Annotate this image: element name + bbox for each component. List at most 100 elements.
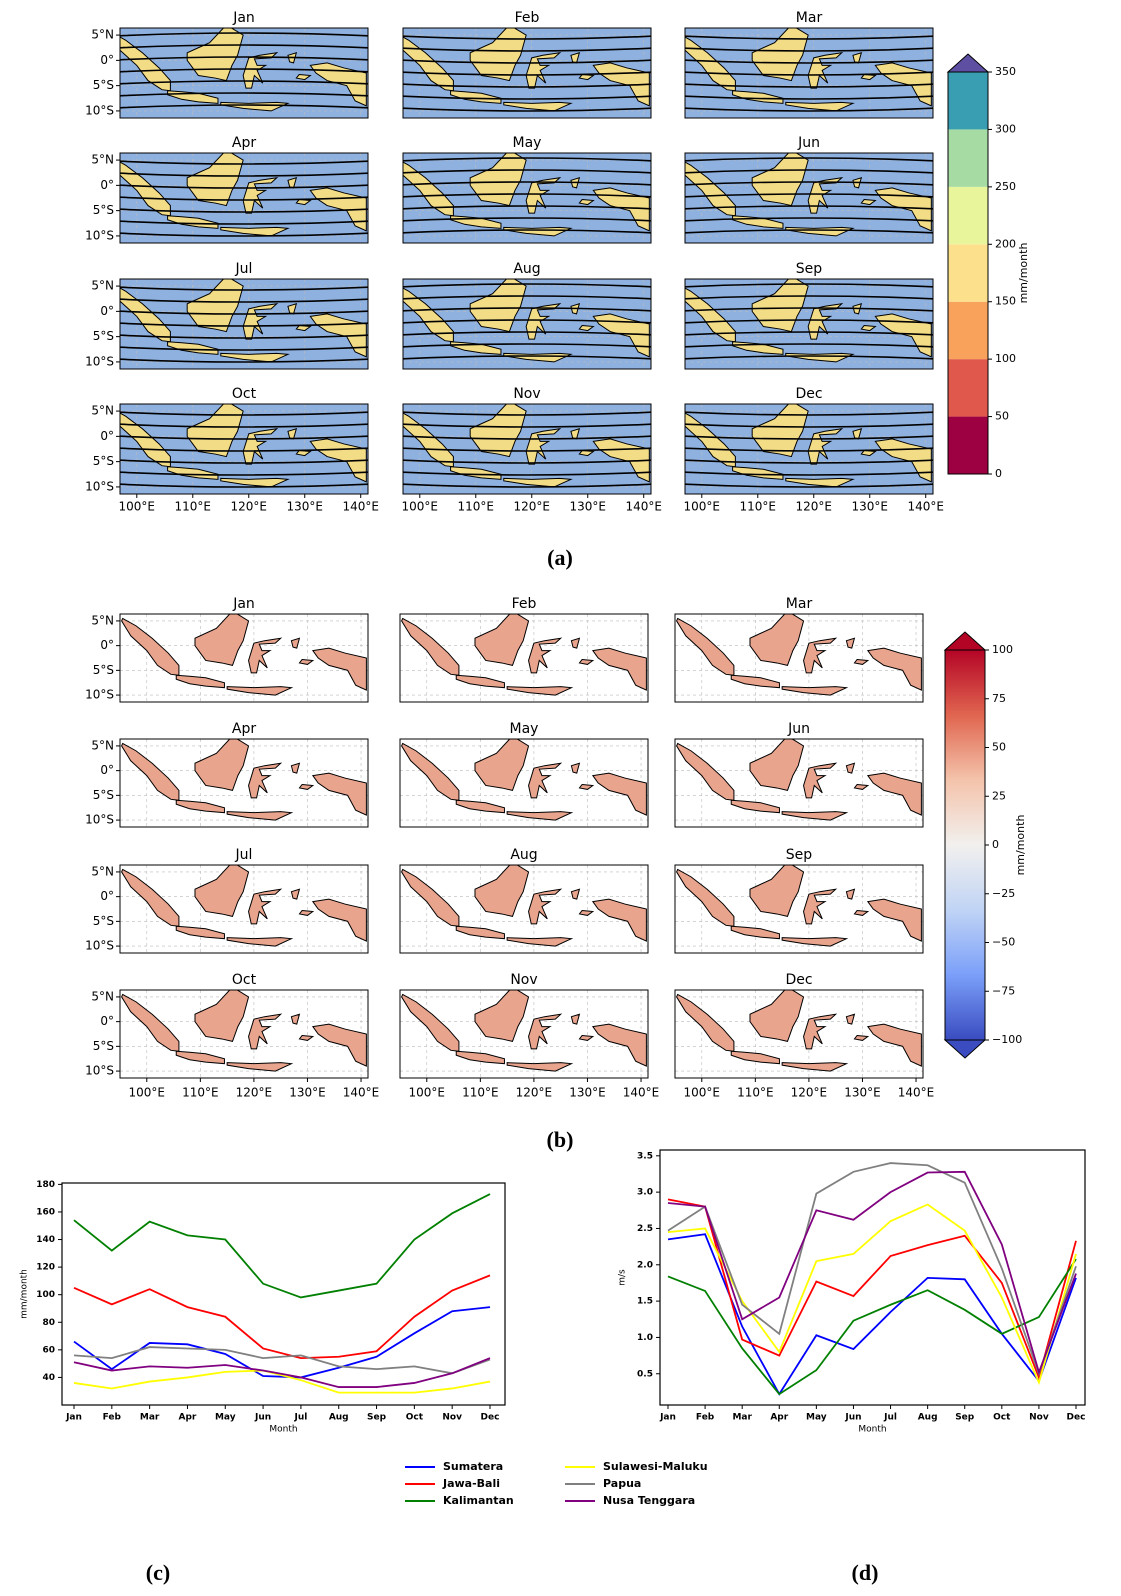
caption: (c) (146, 1560, 170, 1585)
streamline (685, 447, 933, 452)
map-frame (119, 403, 369, 495)
lat-label: 10°S (85, 228, 114, 242)
land (570, 637, 581, 649)
streamline (120, 104, 368, 109)
land (403, 161, 454, 217)
streamline (120, 298, 368, 303)
map-title: Feb (515, 10, 540, 26)
streamline (403, 181, 651, 186)
lat-label: 5°S (93, 203, 114, 217)
lat-label: 0° (100, 889, 114, 903)
land (570, 762, 581, 774)
land (860, 198, 877, 206)
streamline (403, 205, 651, 210)
streamline (685, 229, 933, 234)
legend-label: Kalimantan (443, 1494, 514, 1507)
land (749, 739, 805, 792)
land (751, 153, 809, 207)
map-title: Feb (512, 596, 537, 612)
land (295, 324, 312, 332)
streamline (120, 44, 368, 49)
land (242, 177, 279, 214)
lon-label: 120°E (231, 500, 268, 514)
land (845, 888, 856, 900)
land (845, 637, 856, 649)
lat-label: 0° (100, 178, 114, 192)
streamline (685, 343, 933, 348)
x-tick-label: Jul (883, 1413, 897, 1423)
land (676, 993, 735, 1052)
land (749, 865, 805, 918)
land (781, 1062, 849, 1072)
lon-label: 140°E (907, 500, 944, 514)
land (167, 466, 219, 480)
map-panel (403, 404, 651, 494)
land (730, 925, 780, 940)
land (120, 412, 171, 468)
lat-label: 10°S (85, 813, 114, 827)
lon-label: 140°E (625, 500, 662, 514)
map-panel (675, 739, 923, 827)
land (730, 674, 780, 689)
streamline (120, 80, 368, 85)
lon-label: 100°E (684, 1086, 721, 1100)
land (474, 739, 530, 792)
lon-label: 140°E (898, 1086, 935, 1100)
land (732, 466, 784, 480)
land (749, 990, 805, 1043)
map-frame (674, 613, 924, 703)
colorbar-tick-label: 50 (995, 410, 1009, 423)
map-title: Dec (795, 386, 822, 402)
series-line (73, 1346, 491, 1375)
streamline (685, 157, 933, 162)
series-line (667, 1258, 1077, 1396)
land (506, 1062, 574, 1072)
streamline (120, 471, 368, 476)
land (248, 888, 283, 925)
land (469, 28, 527, 82)
lat-label: 0° (100, 763, 114, 777)
map-title: Jun (797, 135, 820, 151)
lat-label: 0° (100, 638, 114, 652)
map-panel (685, 404, 933, 494)
land (781, 937, 849, 947)
land (290, 1013, 301, 1025)
streamline (120, 358, 368, 363)
map-panel (120, 279, 368, 369)
land (749, 614, 805, 667)
land (751, 28, 809, 82)
lat-label: 10°S (85, 688, 114, 702)
land (866, 898, 922, 942)
caption: (b) (547, 1127, 574, 1152)
land (450, 90, 502, 104)
lon-label: 110°E (175, 500, 212, 514)
land (685, 412, 736, 468)
land (226, 1062, 294, 1072)
map-title: Jun (787, 721, 810, 737)
x-tick-label: Oct (993, 1413, 1011, 1423)
lat-label: 0° (100, 429, 114, 443)
land (290, 762, 301, 774)
streamline (403, 193, 651, 198)
land (226, 937, 294, 947)
map-panel (403, 279, 651, 369)
streamline (120, 334, 368, 339)
land (121, 617, 180, 676)
map-frame (119, 864, 369, 954)
streamline (120, 459, 368, 464)
map-title: Nov (513, 386, 540, 402)
land (455, 799, 505, 814)
land (853, 1034, 870, 1041)
land (175, 674, 225, 689)
series-line (73, 1274, 491, 1360)
legend-label: Papua (603, 1477, 641, 1490)
land (167, 341, 219, 355)
land (469, 153, 527, 207)
land (528, 637, 563, 674)
land (807, 428, 844, 465)
land (120, 161, 171, 217)
colorbar-tick-label: 100 (992, 643, 1013, 656)
lon-label: 120°E (796, 500, 833, 514)
map-panel (675, 990, 923, 1078)
y-tick-label: 3.0 (637, 1188, 653, 1198)
